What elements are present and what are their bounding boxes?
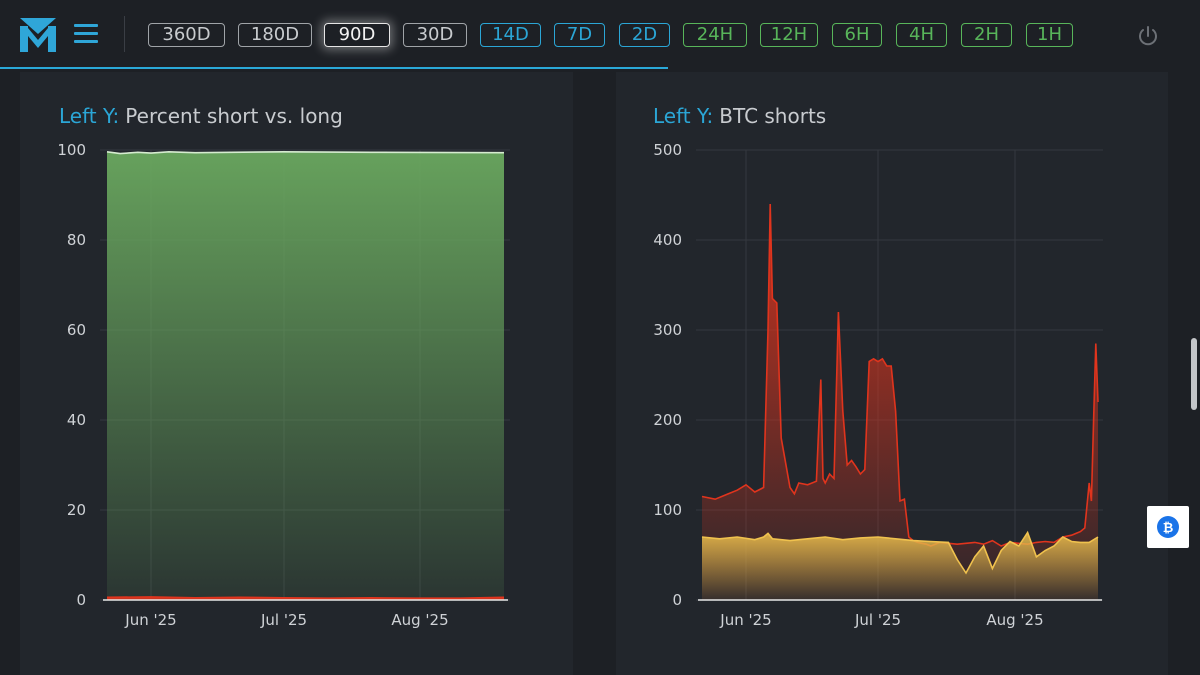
svg-text:₿: ₿ — [1163, 521, 1174, 536]
bitcoin-button[interactable]: ₿ — [1147, 506, 1189, 548]
x-tick-label: Jun '25 — [124, 611, 176, 629]
chart-title-text: Percent short vs. long — [125, 104, 343, 128]
series-line-longs — [701, 530, 1099, 575]
chart-title-prefix: Left Y: — [59, 104, 120, 128]
timeframe-6h-button[interactable]: 6H — [832, 23, 882, 47]
timeframe-14d-button[interactable]: 14D — [480, 23, 541, 47]
m-logo[interactable] — [18, 14, 58, 54]
x-tick-label: Jul '25 — [260, 611, 307, 629]
percent-short-long-chart[interactable]: 0 20 40 60 80 100 Jun '25 Jul '25 Aug '25 — [40, 130, 560, 640]
timeframe-7d-button[interactable]: 7D — [554, 23, 605, 47]
y-tick-label: 500 — [653, 141, 682, 159]
series-area-shorts — [702, 204, 1098, 600]
chart-title-right: Left Y: BTC shorts — [653, 104, 826, 128]
y-tick-label: 60 — [67, 321, 86, 339]
top-bar: 360D 180D 90D 30D 14D 7D 2D 24H 12H 6H 4… — [0, 0, 1200, 70]
y-tick-label: 0 — [76, 591, 86, 609]
timeframe-360d-button[interactable]: 360D — [148, 23, 225, 47]
bitcoin-icon: ₿ — [1157, 516, 1179, 538]
series-line-shorts — [701, 203, 1099, 547]
timeframe-24h-button[interactable]: 24H — [683, 23, 747, 47]
x-tick-label: Jul '25 — [854, 611, 901, 629]
y-tick-label: 80 — [67, 231, 86, 249]
x-tick-label: Jun '25 — [719, 611, 771, 629]
x-tick-label: Aug '25 — [391, 611, 448, 629]
timeframe-180d-button[interactable]: 180D — [238, 23, 312, 47]
y-tick-label: 100 — [653, 501, 682, 519]
series-line-short — [106, 596, 505, 600]
chart-title-text: BTC shorts — [719, 104, 827, 128]
chart-title-prefix: Left Y: — [653, 104, 714, 128]
timeframe-12h-button[interactable]: 12H — [760, 23, 818, 47]
hamburger-menu-icon[interactable] — [74, 24, 98, 44]
series-line-long — [106, 150, 505, 155]
y-tick-label: 400 — [653, 231, 682, 249]
loading-progress-bar — [0, 67, 668, 69]
timeframe-90d-button[interactable]: 90D — [324, 23, 390, 47]
series-area-longs — [702, 532, 1098, 600]
timeframe-30d-button[interactable]: 30D — [403, 23, 467, 47]
y-tick-label: 40 — [67, 411, 86, 429]
x-tick-label: Aug '25 — [986, 611, 1043, 629]
series-area-long — [107, 151, 504, 601]
y-tick-label: 200 — [653, 411, 682, 429]
y-tick-label: 100 — [57, 141, 86, 159]
timeframe-2d-button[interactable]: 2D — [619, 23, 670, 47]
scrollbar-thumb[interactable] — [1191, 338, 1197, 410]
btc-shorts-chart[interactable]: 0 100 200 300 400 500 Jun '25 Jul '25 Aug '25 — [630, 130, 1150, 640]
y-tick-label: 0 — [672, 591, 682, 609]
timeframe-4h-button[interactable]: 4H — [896, 23, 947, 47]
divider — [124, 16, 125, 52]
y-tick-label: 300 — [653, 321, 682, 339]
timeframe-1h-button[interactable]: 1H — [1026, 23, 1073, 47]
power-icon[interactable] — [1136, 24, 1160, 48]
chart-title-left: Left Y: Percent short vs. long — [59, 104, 343, 128]
y-tick-label: 20 — [67, 501, 86, 519]
timeframe-2h-button[interactable]: 2H — [961, 23, 1012, 47]
